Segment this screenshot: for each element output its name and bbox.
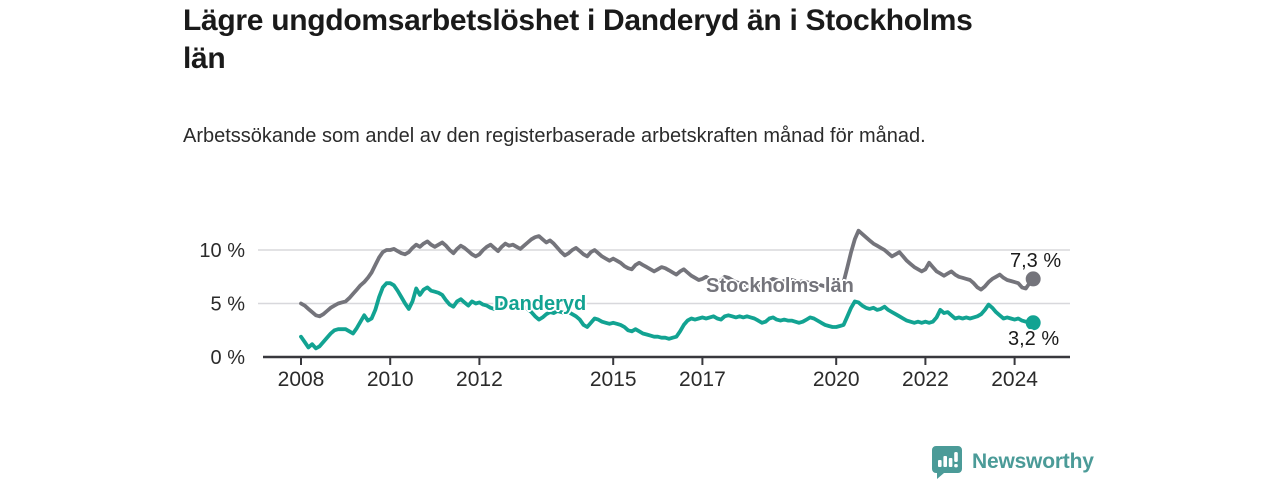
x-tick-label: 2017	[679, 368, 726, 391]
end-value-label-stockholms-lan: 7,3 %	[1010, 250, 1062, 272]
chart-title: Lägre ungdomsarbetslöshet i Danderyd än …	[183, 4, 973, 75]
newsworthy-logo: Newsworthy	[931, 445, 1094, 479]
series-label-danderyd: Danderyd	[494, 293, 587, 315]
newsworthy-wordmark: Newsworthy	[972, 450, 1094, 473]
y-tick-label: 5 %	[211, 294, 246, 316]
series-label-stockholms-lan: Stockholms län	[706, 275, 854, 297]
series-line	[299, 281, 1036, 351]
x-tick-label: 2022	[902, 368, 949, 391]
x-tick-label: 2020	[813, 368, 860, 391]
end-value-label-danderyd: 3,2 %	[1008, 328, 1060, 350]
series-line	[299, 228, 1036, 319]
x-tick-label: 2024	[991, 368, 1038, 391]
y-tick-label: 0 %	[211, 347, 246, 369]
x-tick-label: 2015	[590, 368, 637, 391]
series-end-dot	[1025, 271, 1041, 287]
y-tick-label: 10 %	[199, 240, 245, 262]
series-end-dot	[1025, 315, 1041, 331]
x-tick-label: 2012	[456, 368, 503, 391]
bar-chart-speech-bubble-icon	[932, 446, 962, 479]
x-tick-label: 2008	[278, 368, 325, 391]
x-tick-label: 2010	[367, 368, 414, 391]
chart-subtitle: Arbetssökande som andel av den registerb…	[183, 125, 926, 147]
